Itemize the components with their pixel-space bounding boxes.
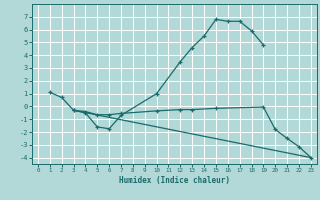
X-axis label: Humidex (Indice chaleur): Humidex (Indice chaleur): [119, 176, 230, 185]
